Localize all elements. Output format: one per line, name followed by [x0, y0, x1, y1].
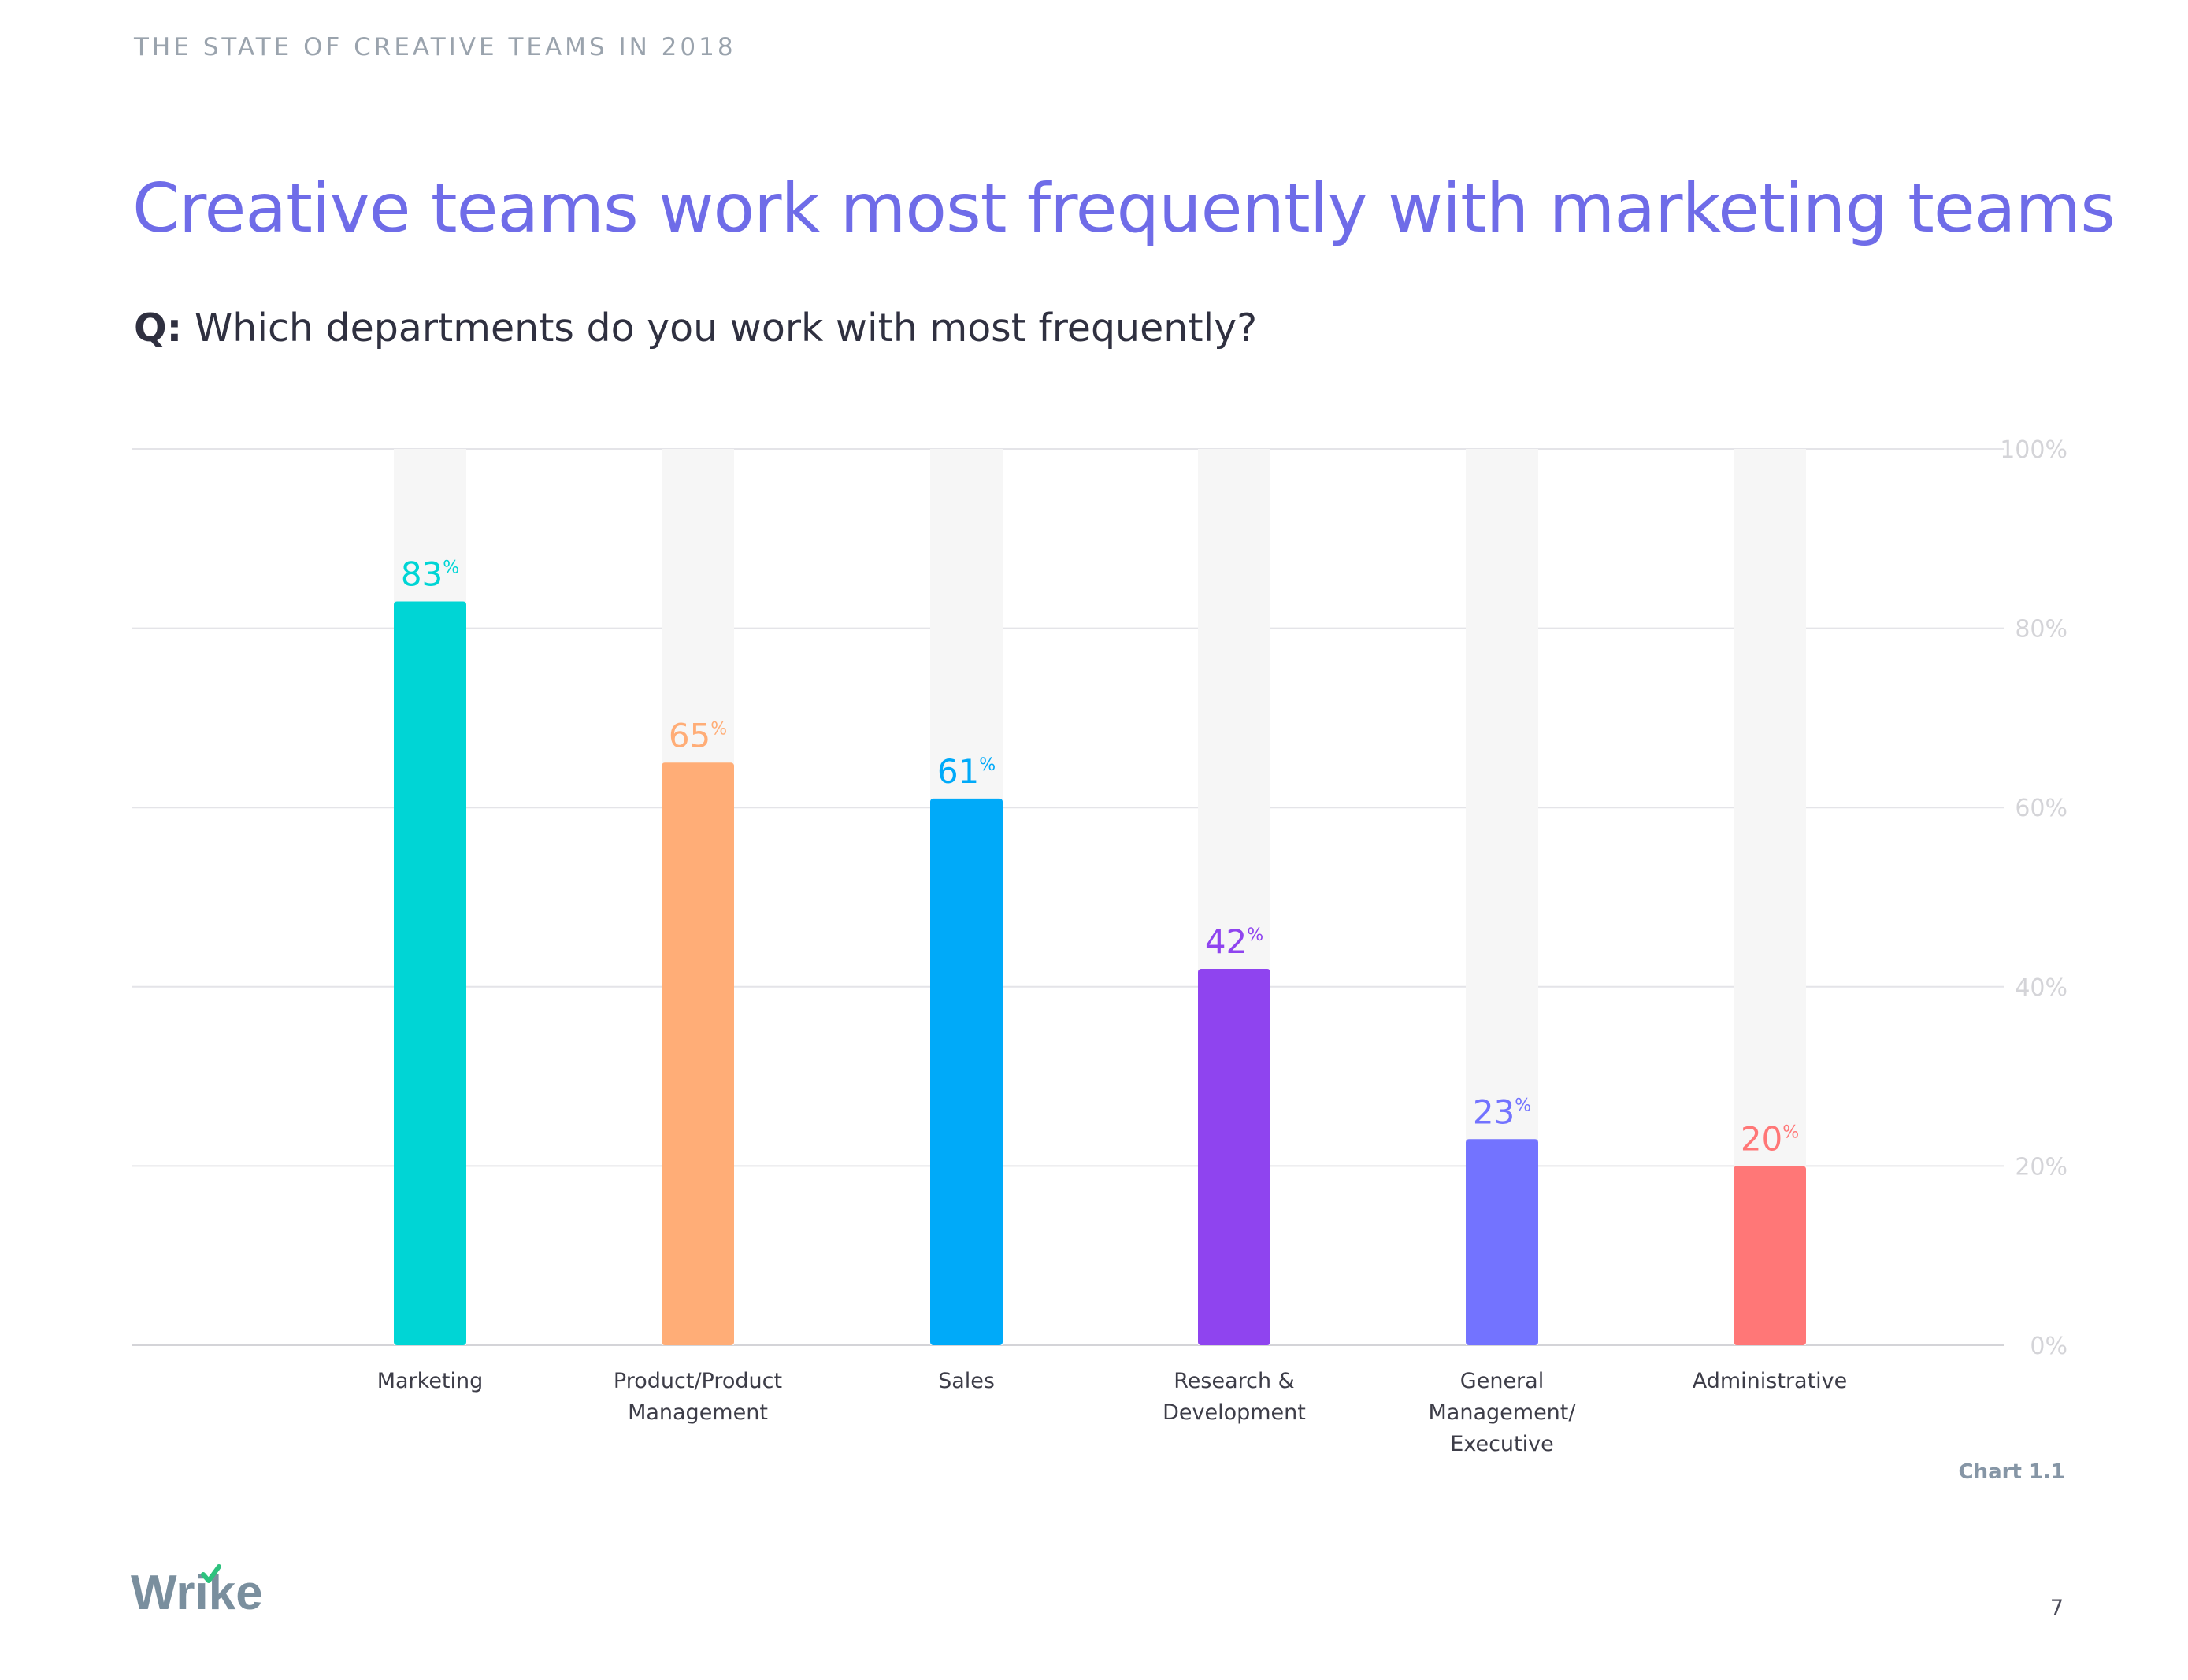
data-label: 20%	[1741, 1119, 1799, 1158]
page-number: 7	[2049, 1596, 2064, 1620]
question-prefix: Q:	[134, 306, 183, 350]
x-tick-label: Sales	[938, 1369, 995, 1393]
question-text: Which departments do you work with most …	[194, 306, 1258, 350]
y-tick-label: 60%	[2015, 795, 2067, 822]
bar	[662, 762, 734, 1345]
x-tick-label: Administrative	[1693, 1369, 1848, 1393]
x-tick-label: Management	[628, 1400, 768, 1425]
x-tick-label: Marketing	[377, 1369, 484, 1393]
data-label: 83%	[401, 554, 459, 593]
svg-text:Wrike: Wrike	[131, 1566, 263, 1619]
report-kicker: THE STATE OF CREATIVE TEAMS IN 2018	[134, 33, 736, 61]
y-tick-label: 40%	[2015, 974, 2067, 1002]
bar	[1734, 1166, 1806, 1345]
y-tick-label: 100%	[2000, 436, 2067, 464]
data-label: 65%	[669, 716, 727, 755]
y-tick-label: 80%	[2015, 616, 2067, 643]
x-tick-label: Executive	[1450, 1432, 1553, 1456]
bar	[930, 798, 1003, 1345]
bar	[1466, 1139, 1538, 1345]
question: Q: Which departments do you work with mo…	[134, 306, 1257, 350]
y-tick-label: 0%	[2030, 1333, 2067, 1360]
bar	[394, 601, 466, 1345]
chart-id: Chart 1.1	[1958, 1460, 2066, 1484]
page-title: Creative teams work most frequently with…	[132, 169, 2116, 248]
x-tick-label: Development	[1163, 1400, 1306, 1425]
data-label: 61%	[937, 752, 996, 791]
wrike-logo: Wrike	[131, 1564, 263, 1619]
data-label: 42%	[1205, 922, 1263, 961]
x-tick-label: Research &	[1174, 1369, 1294, 1393]
x-tick-label: Product/Product	[614, 1369, 782, 1393]
data-label: 23%	[1473, 1092, 1531, 1131]
bar	[1198, 969, 1270, 1345]
x-tick-label: Management/	[1429, 1400, 1577, 1425]
y-tick-label: 20%	[2015, 1153, 2067, 1181]
x-tick-label: General	[1460, 1369, 1544, 1393]
